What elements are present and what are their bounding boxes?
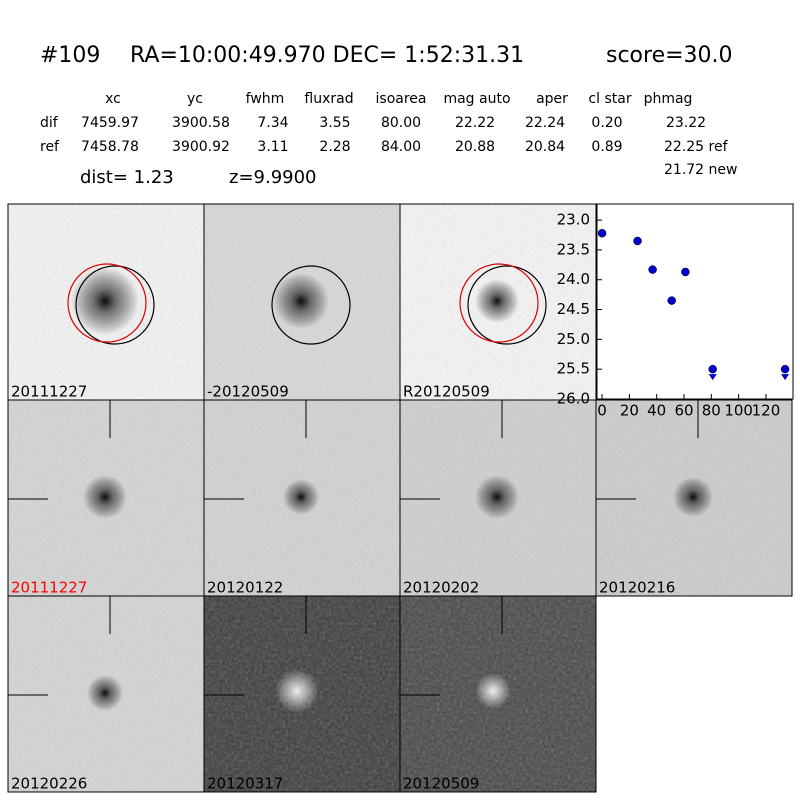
upper-limit	[708, 374, 717, 381]
panel-label: 20120202	[403, 579, 479, 597]
column-header: mag auto	[443, 91, 510, 107]
x-tick-label: 40	[647, 402, 666, 420]
column-header: fwhm	[246, 91, 285, 107]
point	[597, 228, 607, 238]
cell: 20.84	[525, 139, 565, 155]
panel-label: -20120509	[207, 383, 289, 401]
x-tick-label: 20	[620, 402, 639, 420]
source	[673, 477, 713, 517]
cell: 2.28	[319, 139, 350, 155]
panel-label: 20120226	[11, 775, 87, 793]
upper-limit	[781, 374, 790, 381]
point	[667, 296, 676, 305]
table: xc yc fwhm fluxrad isoarea mag auto aper cl sta…	[40, 91, 729, 155]
point	[648, 265, 657, 274]
cell: 22.22	[455, 115, 495, 131]
cell: 0.20	[591, 115, 622, 131]
aperture-ref	[459, 263, 539, 343]
point	[681, 267, 690, 277]
cell: 23.22	[666, 115, 706, 131]
dist: dist= 1.23	[80, 167, 174, 188]
cell: 22.24	[525, 115, 565, 131]
plot-area	[597, 204, 793, 399]
column-header: xc	[105, 91, 121, 107]
column-header: aper	[536, 91, 568, 107]
coords: RA=10:00:49.970 DEC= 1:52:31.31	[130, 43, 524, 68]
source	[475, 673, 511, 709]
panel-label: 20111227	[11, 383, 87, 401]
y-tick-label: 25.0	[557, 330, 590, 348]
y-tick-label: 23.5	[557, 240, 590, 258]
x-tick-label: 80	[702, 402, 721, 420]
source	[87, 675, 123, 711]
point	[708, 364, 717, 374]
source	[71, 267, 139, 335]
panel-label: 20111227	[11, 579, 87, 597]
score: score=30.0	[606, 43, 733, 68]
source	[275, 669, 319, 713]
cell: 3900.58	[172, 115, 230, 131]
z: z=9.9900	[229, 167, 317, 188]
cell: 7458.78	[81, 139, 139, 155]
cell: 20.88	[455, 139, 495, 155]
source	[475, 475, 519, 519]
y-tick-label: 24.5	[557, 300, 590, 318]
x-tick-label: 0	[597, 402, 607, 420]
cell: 84.00	[381, 139, 421, 155]
row-label: ref	[40, 139, 60, 155]
cell: 3.55	[319, 115, 350, 131]
y-tick-label: 23.0	[557, 211, 590, 229]
row-label: dif	[40, 115, 59, 131]
panel-label: 20120509	[403, 775, 479, 793]
point	[780, 364, 790, 374]
x-tick-label: 120	[752, 402, 781, 420]
source	[283, 479, 319, 515]
panel-label: 20120122	[207, 579, 283, 597]
source	[83, 475, 127, 519]
cell: 7.34	[257, 115, 288, 131]
y-tick-label: 26.0	[557, 390, 590, 408]
panel-label: 20120216	[599, 579, 675, 597]
panel-label: 20120317	[207, 775, 283, 793]
column-header: phmag	[644, 91, 693, 107]
plot-frame	[596, 203, 794, 400]
column-header: fluxrad	[304, 91, 353, 107]
cell: 3900.92	[172, 139, 230, 155]
panel-label: R20120509	[403, 383, 490, 401]
cell: 0.89	[591, 139, 622, 155]
x-tick-label: 60	[674, 402, 693, 420]
new-mag: 21.72 new	[664, 162, 737, 178]
frame	[595, 399, 793, 597]
frame	[399, 595, 597, 793]
cell: 7459.97	[81, 115, 139, 131]
column-header: yc	[187, 91, 203, 107]
column-header: cl star	[588, 91, 631, 107]
aperture	[271, 265, 351, 345]
light-curve: 23.0 23.5 24.0 24.5 25.0 25.5 26.0 0 20 40 60 80 100…	[557, 203, 794, 420]
source	[273, 273, 329, 329]
cell: 3.11	[257, 139, 288, 155]
point	[633, 236, 642, 246]
y-tick-label: 24.0	[557, 270, 590, 288]
aperture	[467, 265, 547, 345]
y-tick-label: 25.5	[557, 360, 590, 378]
object-id: #109	[40, 43, 100, 68]
column-header: isoarea	[376, 91, 427, 107]
source	[475, 279, 519, 323]
cell: 22.25 ref	[664, 139, 729, 155]
cell: 80.00	[381, 115, 421, 131]
aperture-ref	[67, 263, 147, 343]
x-tick-label: 100	[724, 402, 753, 420]
aperture	[75, 265, 155, 345]
